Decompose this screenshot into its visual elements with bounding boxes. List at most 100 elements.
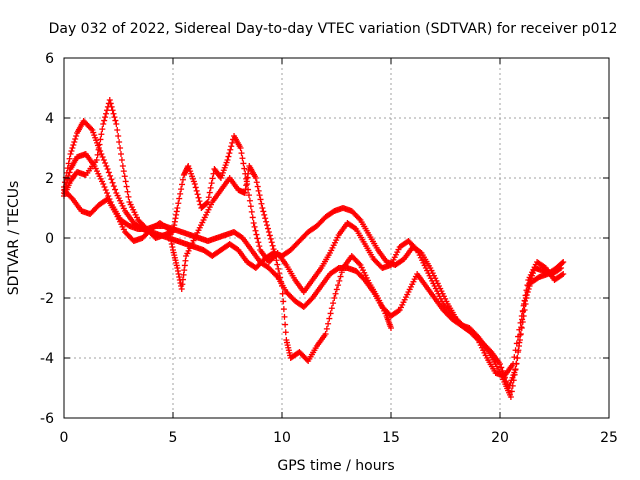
data-point <box>259 205 266 211</box>
data-point <box>252 175 259 181</box>
data-point <box>114 127 121 133</box>
data-point <box>98 131 105 138</box>
data-point <box>326 315 333 322</box>
data-point <box>280 298 287 305</box>
data-point <box>503 378 510 385</box>
data-point <box>63 169 70 176</box>
data-point <box>356 215 363 222</box>
data-point <box>282 329 289 336</box>
data-point <box>325 320 332 327</box>
axis-ticks: 0 5 10 15 20 25 -6 -4 -2 0 2 4 6 <box>40 51 618 446</box>
data-point <box>100 157 107 163</box>
data-point <box>94 151 101 158</box>
data-point <box>523 287 530 294</box>
x-tick-label: 25 <box>600 430 618 446</box>
y-tick-label: -6 <box>40 411 54 427</box>
data-point <box>101 117 108 124</box>
data-point <box>115 133 122 139</box>
data-point <box>100 121 107 127</box>
data-point <box>194 191 201 198</box>
data-point <box>88 125 95 132</box>
data-point <box>521 297 528 304</box>
data-point <box>225 153 232 160</box>
data-point <box>248 208 255 215</box>
data-point <box>118 157 125 163</box>
x-tick-label: 0 <box>60 430 69 446</box>
data-point <box>174 205 181 211</box>
data-point <box>255 187 262 194</box>
data-point <box>333 286 340 293</box>
data-point <box>103 107 110 114</box>
data-point <box>203 199 210 206</box>
data-point <box>73 133 80 139</box>
x-tick-label: 15 <box>382 430 400 446</box>
data-point <box>262 215 269 222</box>
data-point <box>207 184 214 191</box>
data-point <box>515 333 522 340</box>
data-point <box>473 335 480 342</box>
data-point <box>273 257 280 264</box>
data-point <box>412 245 419 252</box>
data-point <box>121 173 128 180</box>
data-point <box>356 260 363 267</box>
data-point <box>125 193 132 200</box>
data-point <box>103 110 110 117</box>
data-point <box>252 227 259 234</box>
y-tick-label: -4 <box>40 351 54 367</box>
data-point <box>512 367 519 373</box>
data-point <box>95 146 102 153</box>
data-point <box>240 160 247 167</box>
data-point <box>206 189 213 196</box>
data-point <box>558 265 565 271</box>
data-point <box>264 222 271 229</box>
data-point <box>105 169 112 176</box>
y-tick-label: -2 <box>40 291 54 307</box>
data-point <box>270 246 277 253</box>
data-point <box>245 192 252 199</box>
x-tick-label: 10 <box>273 430 291 446</box>
data-point <box>177 190 184 197</box>
data-point <box>281 313 288 320</box>
x-tick-label: 5 <box>169 430 178 446</box>
data-point <box>66 155 73 162</box>
data-point <box>331 295 338 301</box>
data-point <box>100 181 107 187</box>
data-point <box>487 347 494 354</box>
data-point <box>111 114 118 121</box>
y-tick-label: 0 <box>45 231 54 247</box>
data-point <box>256 192 263 199</box>
data-point <box>336 277 343 284</box>
data-point <box>72 136 79 142</box>
data-point <box>388 325 394 331</box>
data-point <box>102 187 109 193</box>
data-point <box>254 235 261 242</box>
data-point <box>68 194 75 201</box>
data-point <box>110 110 117 117</box>
data-point <box>328 305 335 312</box>
data-point <box>269 242 276 249</box>
data-point <box>179 176 186 183</box>
data-point <box>247 203 254 210</box>
data-point <box>327 310 334 317</box>
data-point <box>516 326 523 333</box>
data-point <box>104 166 111 172</box>
data-point <box>175 200 182 207</box>
data-point <box>117 145 124 151</box>
data-point <box>107 100 114 107</box>
data-point <box>395 307 402 314</box>
data-point <box>282 321 289 328</box>
data-point <box>512 347 519 354</box>
data-point <box>250 220 257 226</box>
data-point <box>122 178 129 185</box>
data-point <box>254 183 261 190</box>
data-point <box>497 361 503 367</box>
data-point <box>264 225 271 232</box>
y-tick-label: 2 <box>45 171 54 187</box>
data-point <box>360 275 367 282</box>
data-point <box>109 107 116 114</box>
data-point <box>280 306 287 313</box>
chart-title: Day 032 of 2022, Sidereal Day-to-day VTE… <box>49 21 618 37</box>
data-point <box>517 319 524 326</box>
data-point <box>238 150 245 157</box>
